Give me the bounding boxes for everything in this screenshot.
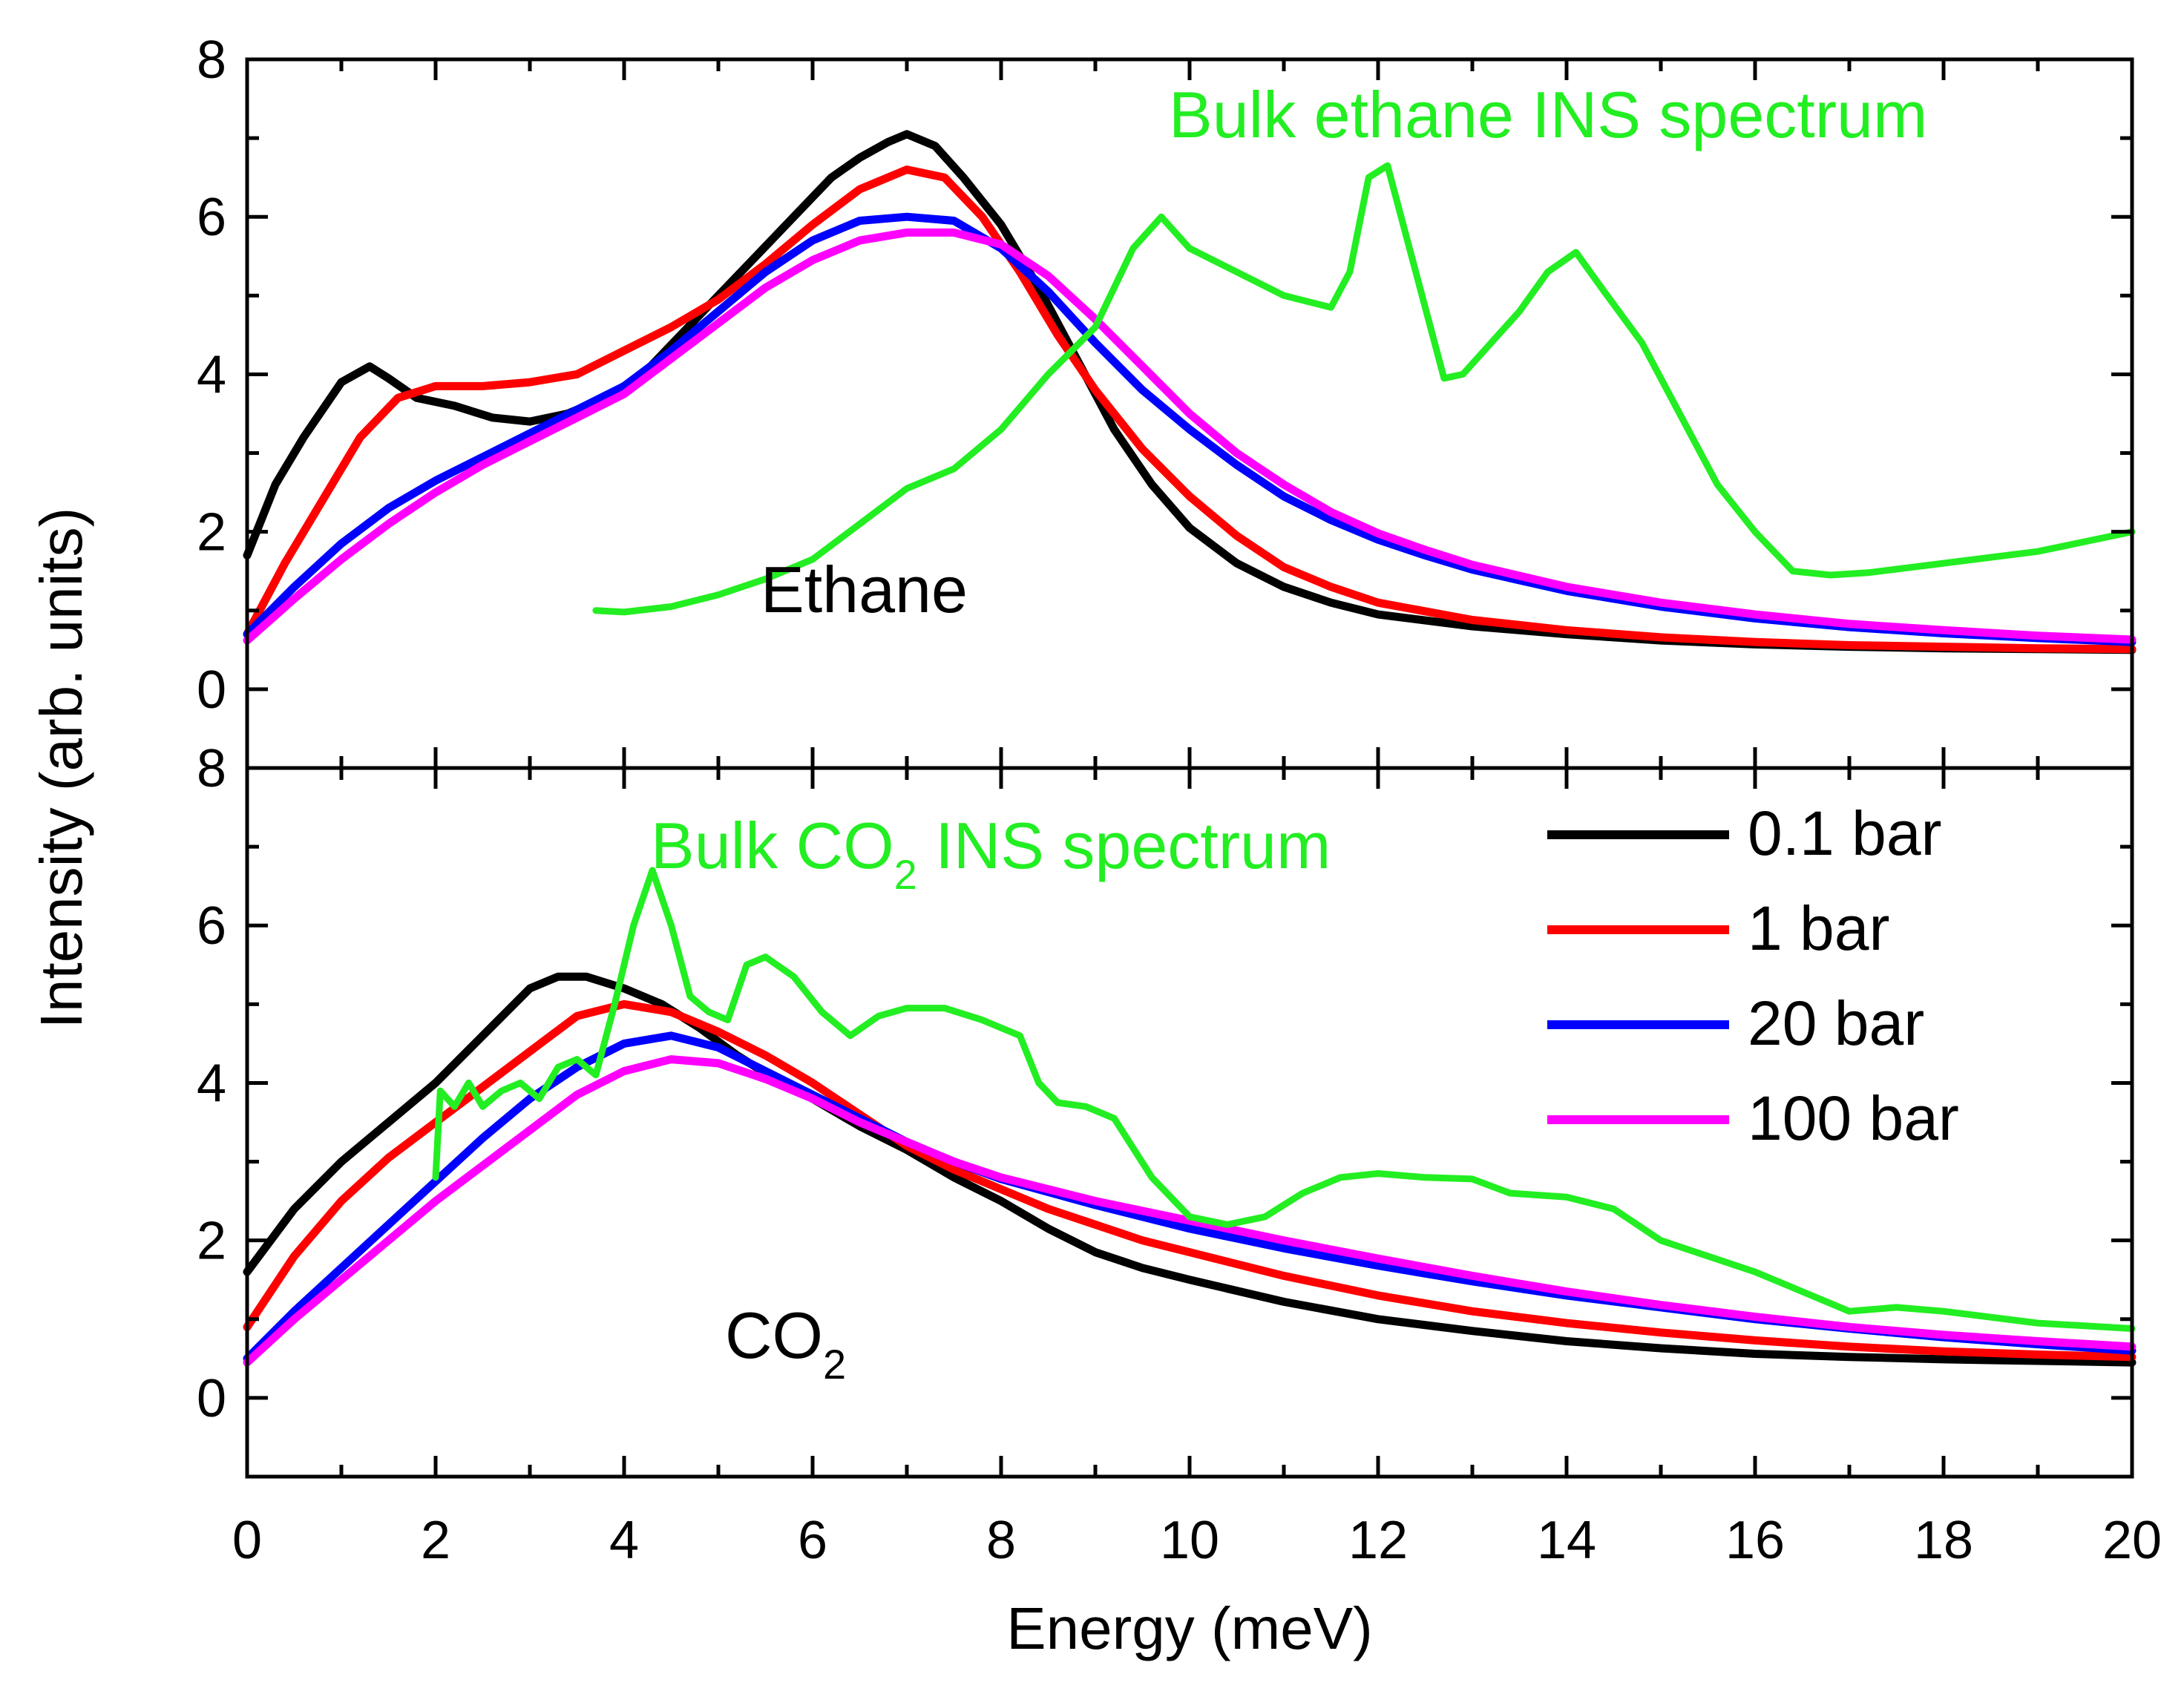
bottom-series-group — [243, 867, 2137, 1367]
top-series-1-bar — [243, 165, 2137, 654]
x-tick-label-4: 4 — [609, 1511, 639, 1570]
bottom-sample-label: CO2 — [725, 1299, 846, 1388]
top-ytick-label-8: 8 — [197, 30, 226, 90]
bottom-bulk-label-suffix: INS spectrum — [917, 809, 1331, 882]
bot-ytick-label-0: 0 — [197, 1369, 226, 1428]
top-ytick-label-0: 0 — [197, 660, 226, 720]
legend-label-3: 100 bar — [1748, 1083, 1959, 1153]
panel-top: 0 2 4 6 8 Ethane Bulk ethane INS spectrum — [197, 30, 2137, 770]
bot-series-1-bar — [243, 1000, 2137, 1362]
top-series-group — [243, 130, 2137, 654]
top-y-ticks: 0 2 4 6 8 — [197, 30, 2132, 720]
bottom-y-ticks: 0 2 4 6 8 — [197, 739, 2132, 1428]
x-tick-label-6: 6 — [798, 1511, 827, 1570]
top-ytick-label-6: 6 — [197, 188, 226, 247]
bottom-bulk-label-sub: 2 — [894, 851, 917, 898]
bot-ytick-label-2: 2 — [197, 1212, 226, 1271]
bot-series-bulk-co2-ins — [432, 867, 2136, 1332]
x-tick-label-8: 8 — [986, 1511, 1016, 1570]
bottom-bulk-label: Bulk CO2 INS spectrum — [651, 809, 1331, 898]
x-tick-label-0: 0 — [232, 1511, 262, 1570]
x-tick-label-20: 20 — [2102, 1511, 2162, 1570]
x-tick-label-16: 16 — [1725, 1511, 1785, 1570]
top-series-100-bar — [243, 228, 2137, 645]
x-tick-label-18: 18 — [1914, 1511, 1973, 1570]
bot-series-100-bar — [243, 1055, 2137, 1367]
top-x-ticks — [245, 59, 2134, 768]
top-sample-label: Ethane — [761, 553, 968, 626]
top-bulk-label: Bulk ethane INS spectrum — [1169, 78, 1927, 151]
x-tick-label-12: 12 — [1348, 1511, 1408, 1570]
top-ytick-label-2: 2 — [197, 503, 226, 562]
top-series-bulk-ethane-ins — [592, 162, 2136, 616]
bottom-x-ticks: 0 2 4 6 8 10 12 14 16 18 20 — [232, 768, 2162, 1570]
bot-ytick-label-8: 8 — [197, 739, 226, 798]
legend-label-0: 0.1 bar — [1748, 798, 1942, 868]
x-tick-label-10: 10 — [1160, 1511, 1219, 1570]
bottom-sample-label-sub: 2 — [823, 1341, 846, 1388]
x-axis-title: Energy (meV) — [1006, 1595, 1372, 1661]
y-axis-title: Intensity (arb. units) — [28, 508, 94, 1029]
top-ytick-label-4: 4 — [197, 345, 226, 404]
bottom-bulk-label-prefix: Bulk CO — [651, 809, 894, 882]
x-tick-label-14: 14 — [1537, 1511, 1596, 1570]
x-tick-label-2: 2 — [421, 1511, 450, 1570]
top-series-0-1-bar — [243, 130, 2137, 654]
bot-ytick-label-4: 4 — [197, 1054, 226, 1113]
bot-ytick-label-6: 6 — [197, 896, 226, 956]
legend: 0.1 bar 1 bar 20 bar 100 bar — [1547, 798, 1959, 1153]
bottom-sample-label-main: CO — [725, 1299, 823, 1372]
legend-label-1: 1 bar — [1748, 893, 1889, 963]
legend-label-2: 20 bar — [1748, 988, 1924, 1058]
